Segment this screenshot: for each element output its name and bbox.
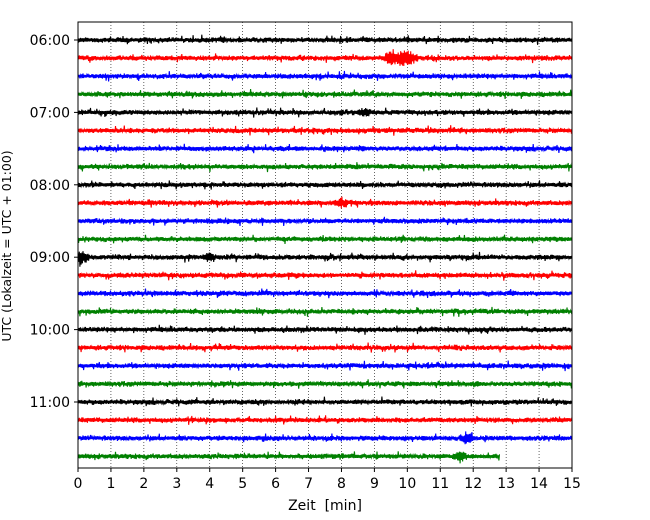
y-tick-label: 09:00: [30, 250, 70, 266]
x-axis: 0 1 2 3 4 5 6 7 8 9 10 11 12 13 14 15: [74, 468, 581, 492]
x-tick-label: 13: [497, 476, 515, 492]
y-tick-label: 07:00: [30, 105, 70, 121]
x-tick-label: 0: [74, 476, 83, 492]
x-tick-label: 3: [172, 476, 181, 492]
x-tick-label: 15: [563, 476, 581, 492]
trace-line: [77, 270, 573, 281]
trace-line: [77, 415, 573, 425]
trace-line: [77, 342, 573, 353]
trace-line: [77, 234, 573, 245]
trace-lines: [77, 34, 573, 464]
trace-line: [77, 180, 573, 190]
trace-line: [77, 451, 501, 464]
y-tick-label: 08:00: [30, 178, 70, 194]
x-tick-label: 10: [398, 476, 416, 492]
trace-line: [77, 107, 573, 118]
x-tick-label: 11: [431, 476, 449, 492]
trace-line: [77, 251, 573, 267]
grid-lines: [110, 22, 540, 468]
trace-line: [77, 125, 573, 136]
x-tick-label: 12: [464, 476, 482, 492]
y-axis-label: UTC (Lokalzeit = UTC + 01:00): [0, 150, 14, 341]
trace-line: [77, 49, 573, 67]
trace-line: [77, 70, 573, 82]
trace-line: [77, 143, 573, 154]
trace-line: [77, 379, 573, 389]
trace-line: [77, 324, 573, 335]
x-tick-label: 5: [238, 476, 247, 492]
trace-line: [77, 89, 573, 99]
trace-line: [77, 431, 573, 445]
x-tick-label: 9: [370, 476, 379, 492]
y-tick-label: 10:00: [30, 323, 70, 339]
x-tick-label: 6: [271, 476, 280, 492]
trace-line: [77, 196, 573, 209]
x-tick-label: 8: [337, 476, 346, 492]
y-tick-label: 11:00: [30, 395, 70, 411]
trace-line: [77, 306, 573, 317]
x-tick-label: 2: [139, 476, 148, 492]
y-axis: 06:00 07:00 08:00 09:00 10:00 11:00: [30, 33, 78, 411]
trace-line: [77, 360, 573, 372]
y-tick-label: 06:00: [30, 33, 70, 49]
trace-line: [77, 162, 573, 173]
trace-line: [77, 216, 573, 227]
x-tick-label: 4: [205, 476, 214, 492]
x-tick-label: 7: [304, 476, 313, 492]
x-axis-label: Zeit [min]: [288, 498, 362, 514]
trace-line: [77, 396, 573, 407]
trace-line: [77, 34, 573, 45]
x-tick-label: 1: [106, 476, 115, 492]
x-tick-label: 14: [530, 476, 548, 492]
plot-frame: [77, 21, 573, 469]
trace-line: [77, 288, 573, 299]
